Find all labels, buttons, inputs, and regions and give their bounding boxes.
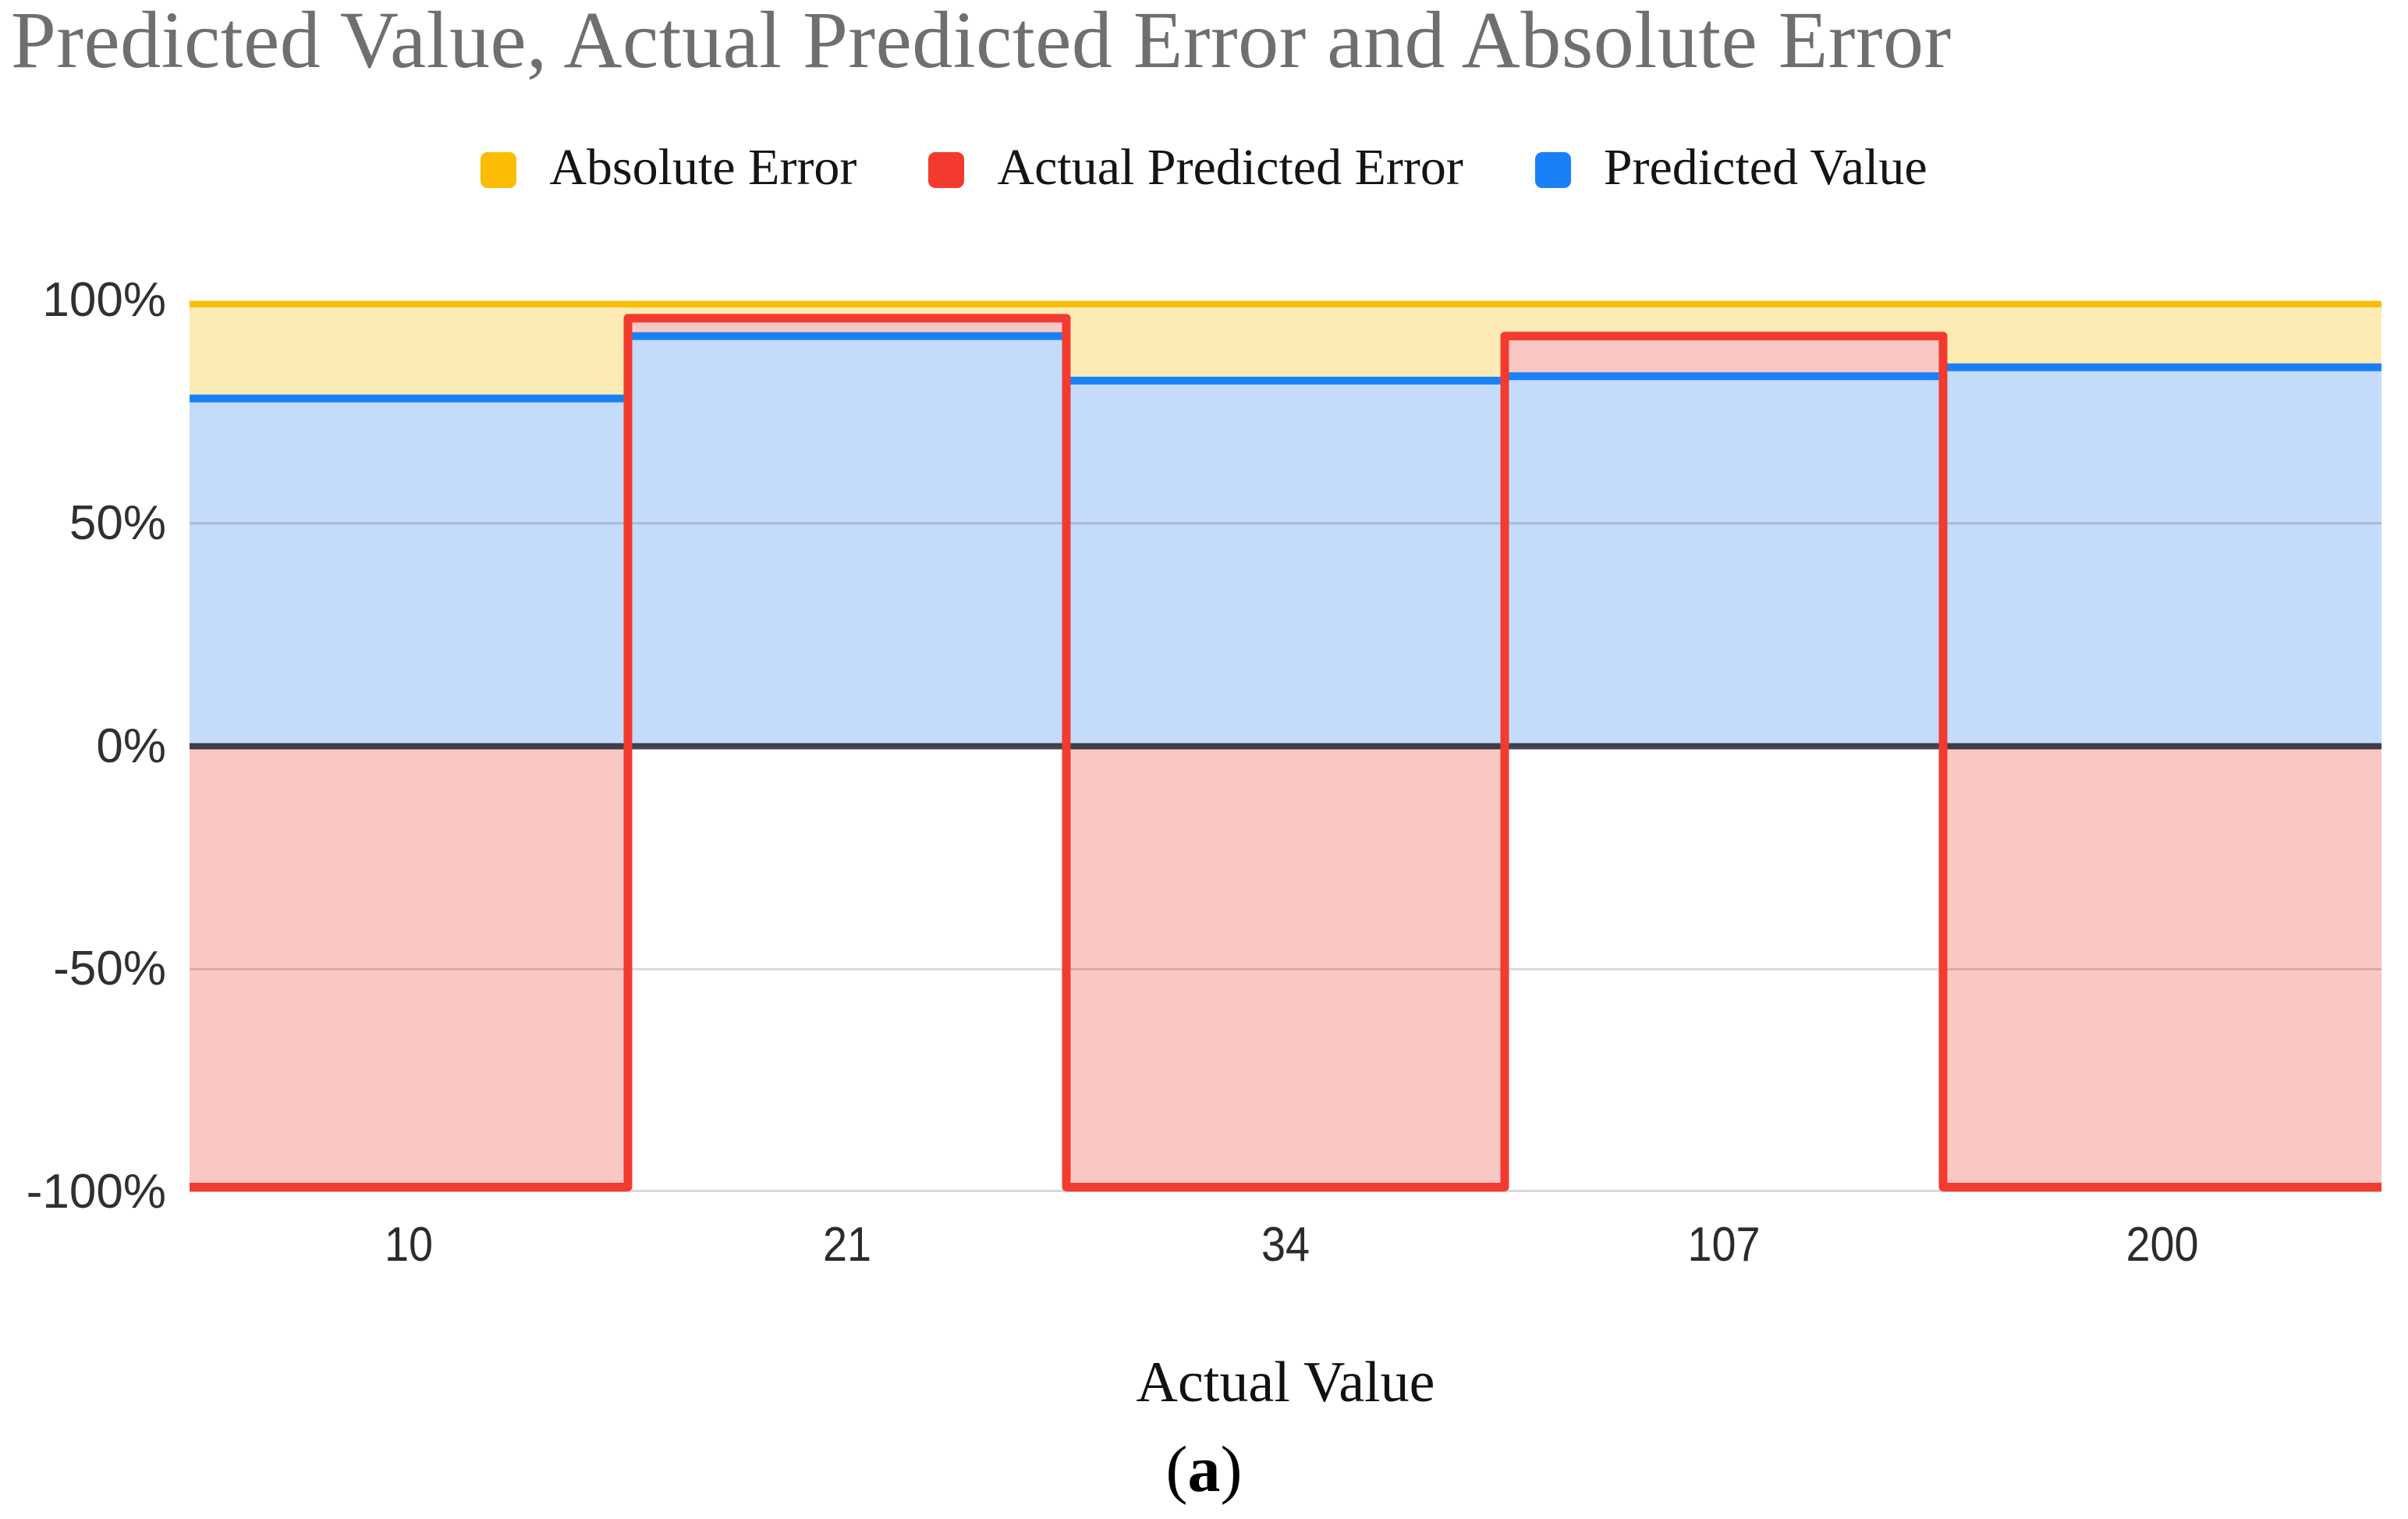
legend-item-absolute-error: Absolute Error [481, 142, 856, 198]
legend-swatch-predicted-value [1534, 152, 1571, 188]
x-tick-label-21: 21 [822, 1218, 872, 1272]
x-axis-title: Actual Value [1136, 1350, 1435, 1414]
chart-legend: Absolute Error Actual Predicted Error Pred… [0, 142, 2408, 198]
legend-label-actual-predicted-error: Actual Predicted Error [997, 139, 1463, 196]
y-tick-label--50: -50% [53, 942, 166, 996]
caption-letter: a [1187, 1433, 1221, 1506]
plot-svg [190, 300, 2381, 1192]
y-tick-label-50: 50% [69, 495, 166, 550]
predicted-value-area-107 [1505, 376, 1943, 747]
actual-predicted-error-area-200 [1943, 746, 2381, 1192]
plot-area [190, 300, 2381, 1192]
x-tick-label-200: 200 [2126, 1218, 2199, 1272]
actual-predicted-error-area-10 [190, 746, 628, 1192]
caption-open-paren: ( [1165, 1433, 1188, 1506]
caption-close-paren: ) [1220, 1433, 1243, 1506]
y-tick-label--100: -100% [26, 1165, 166, 1219]
legend-label-predicted-value: Predicted Value [1603, 139, 1927, 196]
actual-predicted-error-area-34 [1066, 746, 1505, 1192]
y-tick-label-0: 0% [96, 719, 166, 773]
legend-item-predicted-value: Predicted Value [1534, 139, 1927, 198]
predicted-value-area-21 [628, 335, 1066, 747]
x-tick-label-10: 10 [384, 1218, 434, 1272]
y-tick-label-100: 100% [42, 273, 166, 327]
predicted-value-area-10 [190, 398, 628, 747]
figure-caption: (a) [0, 1433, 2408, 1506]
x-tick-label-107: 107 [1687, 1218, 1761, 1272]
legend-item-actual-predicted-error: Actual Predicted Error [928, 142, 1463, 198]
chart-title: Predicted Value, Actual Predicted Error … [11, 0, 1952, 85]
legend-label-absolute-error: Absolute Error [549, 139, 857, 196]
legend-swatch-actual-predicted-error [928, 152, 965, 188]
actual-predicted-error-line [190, 314, 2381, 1191]
legend-swatch-absolute-error [481, 152, 517, 188]
x-tick-label-34: 34 [1261, 1218, 1310, 1272]
predicted-value-area-200 [1943, 367, 2381, 747]
predicted-value-area-34 [1066, 380, 1505, 747]
